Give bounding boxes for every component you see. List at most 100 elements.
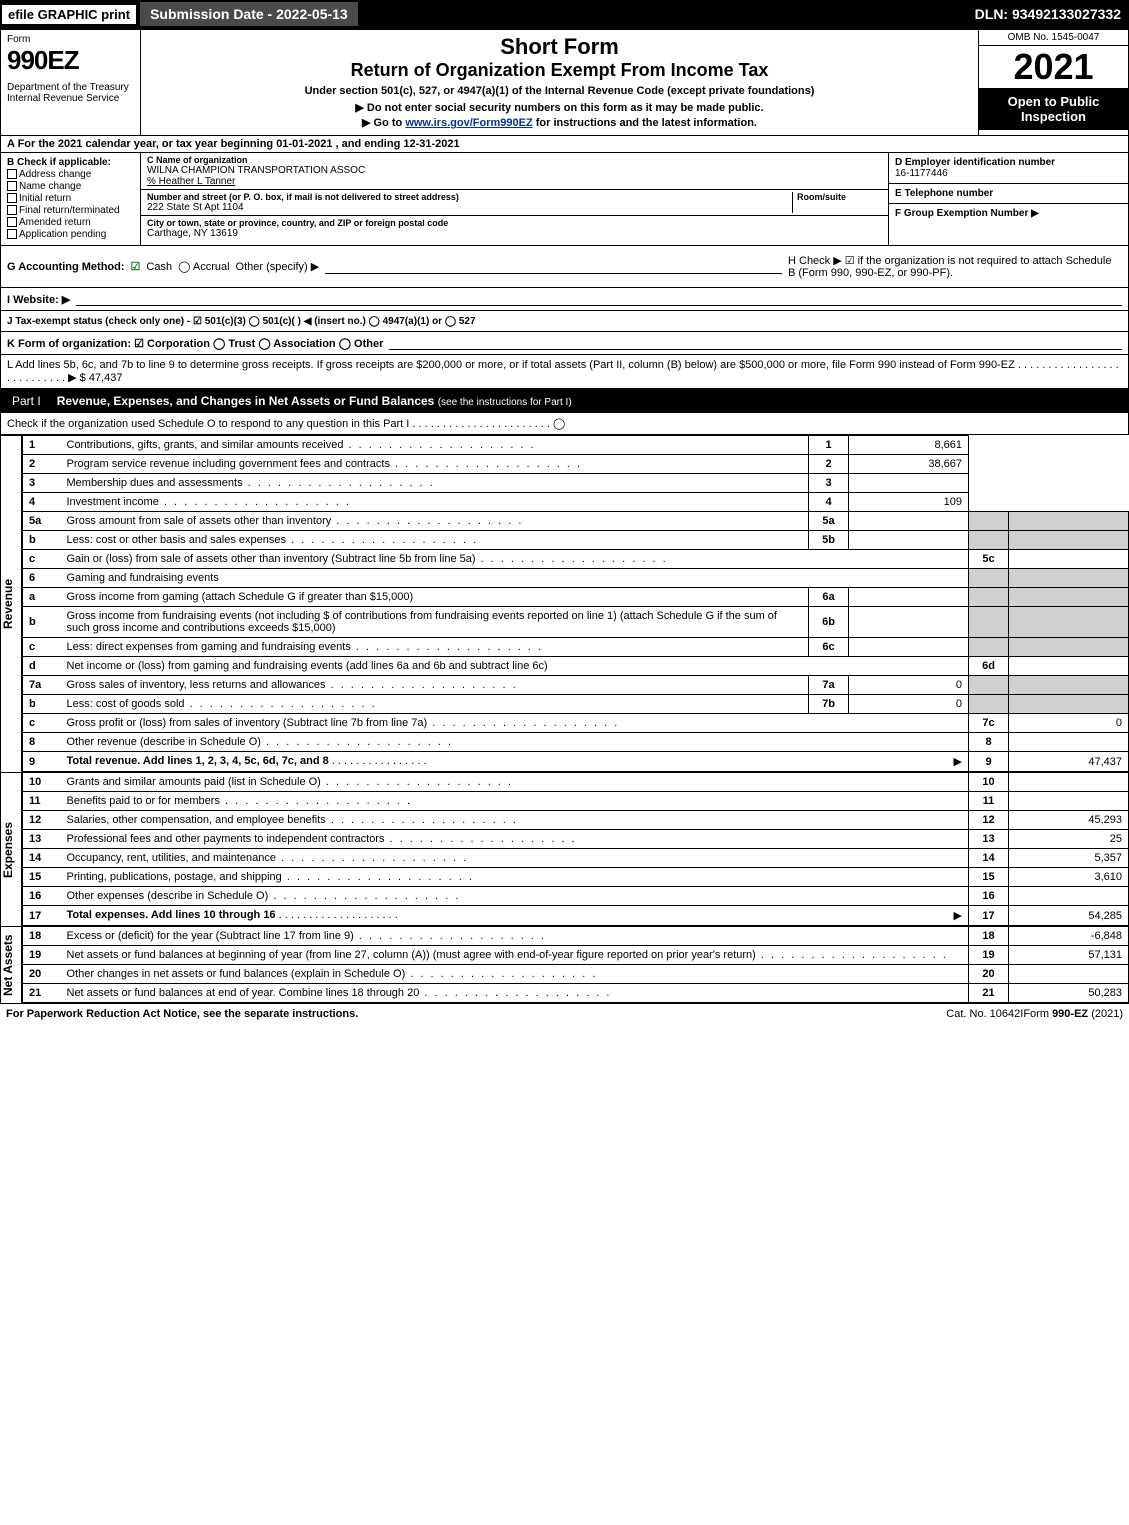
line-15: 15Printing, publications, postage, and s… (23, 868, 1129, 887)
expenses-side-label: Expenses (0, 772, 22, 926)
line-13: 13Professional fees and other payments t… (23, 830, 1129, 849)
city: Carthage, NY 13619 (147, 228, 882, 239)
line-7b: bLess: cost of goods sold7b0 (23, 695, 1129, 714)
line-7a: 7aGross sales of inventory, less returns… (23, 676, 1129, 695)
row-h: H Check ▶ ☑ if the organization is not r… (782, 250, 1122, 283)
arrow-icon: ▶ (954, 755, 962, 768)
line-5b: bLess: cost or other basis and sales exp… (23, 531, 1129, 550)
line-12: 12Salaries, other compensation, and empl… (23, 811, 1129, 830)
row-i: I Website: ▶ (0, 288, 1129, 311)
tel-label: E Telephone number (895, 188, 1122, 199)
org-name: WILNA CHAMPION TRANSPORTATION ASSOC (147, 165, 882, 176)
i-label: I Website: ▶ (7, 293, 70, 306)
line-14: 14Occupancy, rent, utilities, and mainte… (23, 849, 1129, 868)
subtitle-ssn: ▶ Do not enter social security numbers o… (147, 101, 972, 114)
irs-link[interactable]: www.irs.gov/Form990EZ (405, 117, 532, 129)
l-value: 47,437 (89, 372, 123, 384)
title-return: Return of Organization Exempt From Incom… (147, 60, 972, 81)
website-blank[interactable] (76, 292, 1122, 306)
arrow-icon: ▶ (954, 909, 962, 922)
line-6d: dNet income or (loss) from gaming and fu… (23, 657, 1129, 676)
line-9: 9Total revenue. Add lines 1, 2, 3, 4, 5c… (23, 752, 1129, 772)
row-l: L Add lines 5b, 6c, and 7b to line 9 to … (0, 355, 1129, 389)
line-20: 20Other changes in net assets or fund ba… (23, 965, 1129, 984)
l-text: L Add lines 5b, 6c, and 7b to line 9 to … (7, 359, 1119, 384)
revenue-table: 1Contributions, gifts, grants, and simil… (22, 435, 1129, 772)
j-text: J Tax-exempt status (check only one) - ☑… (7, 316, 476, 327)
inspection-badge: Open to Public Inspection (979, 88, 1128, 130)
form-label: Form (7, 34, 134, 45)
line-17: 17Total expenses. Add lines 10 through 1… (23, 906, 1129, 926)
header-mid: Short Form Return of Organization Exempt… (141, 30, 978, 135)
street: 222 State St Apt 1104 (147, 202, 792, 213)
subtitle-section: Under section 501(c), 527, or 4947(a)(1)… (147, 85, 972, 97)
line-21: 21Net assets or fund balances at end of … (23, 984, 1129, 1003)
room-label: Room/suite (797, 192, 882, 202)
goto-suffix: for instructions and the latest informat… (533, 117, 757, 129)
k-blank[interactable] (389, 336, 1122, 350)
line-4: 4Investment income4109 (23, 493, 1129, 512)
org-name-row: C Name of organization WILNA CHAMPION TR… (141, 153, 888, 190)
line-1: 1Contributions, gifts, grants, and simil… (23, 436, 1129, 455)
tel-row: E Telephone number (889, 184, 1128, 204)
check-icon: ☑ (131, 260, 141, 273)
netassets-side-label: Net Assets (0, 926, 22, 1003)
chk-initial[interactable]: Initial return (7, 193, 134, 204)
department: Department of the Treasury Internal Reve… (7, 82, 134, 104)
form-header: Form 990EZ Department of the Treasury In… (0, 28, 1129, 136)
chk-name[interactable]: Name change (7, 181, 134, 192)
line-7c: cGross profit or (loss) from sales of in… (23, 714, 1129, 733)
org-name-label: C Name of organization (147, 155, 882, 165)
revenue-side-label: Revenue (0, 435, 22, 772)
line-8: 8Other revenue (describe in Schedule O)8 (23, 733, 1129, 752)
netassets-table: 18Excess or (deficit) for the year (Subt… (22, 926, 1129, 1003)
line-16: 16Other expenses (describe in Schedule O… (23, 887, 1129, 906)
chk-pending[interactable]: Application pending (7, 229, 134, 240)
k-text: K Form of organization: ☑ Corporation ◯ … (7, 337, 383, 350)
footer-left: For Paperwork Reduction Act Notice, see … (6, 1008, 946, 1020)
footer-right: Form 990-EZ (2021) (1023, 1008, 1123, 1020)
ein-row: D Employer identification number 16-1177… (889, 153, 1128, 184)
row-k: K Form of organization: ☑ Corporation ◯ … (0, 332, 1129, 355)
chk-address[interactable]: Address change (7, 169, 134, 180)
footer: For Paperwork Reduction Act Notice, see … (0, 1003, 1129, 1024)
part1-sub: (see the instructions for Part I) (438, 397, 572, 408)
top-bar: efile GRAPHIC print Submission Date - 20… (0, 0, 1129, 28)
efile-label[interactable]: efile GRAPHIC print (0, 3, 138, 26)
part1-title: Revenue, Expenses, and Changes in Net As… (57, 394, 1123, 408)
part1-tag: Part I (6, 392, 47, 410)
g-other: Other (specify) ▶ (236, 260, 320, 273)
line-10: 10Grants and similar amounts paid (list … (23, 773, 1129, 792)
header-right: OMB No. 1545-0047 2021 Open to Public In… (978, 30, 1128, 135)
section-def: D Employer identification number 16-1177… (888, 153, 1128, 245)
line-2: 2Program service revenue including gover… (23, 455, 1129, 474)
city-row: City or town, state or province, country… (141, 216, 888, 241)
g-other-blank[interactable] (325, 260, 782, 274)
line-18: 18Excess or (deficit) for the year (Subt… (23, 927, 1129, 946)
omb-number: OMB No. 1545-0047 (979, 30, 1128, 46)
footer-mid: Cat. No. 10642I (946, 1008, 1023, 1020)
chk-amended[interactable]: Amended return (7, 217, 134, 228)
g-cash: Cash (146, 261, 172, 273)
line-6b: bGross income from fundraising events (n… (23, 607, 1129, 638)
group-label: F Group Exemption Number ▶ (895, 208, 1039, 219)
form-number: 990EZ (7, 45, 134, 76)
part1-checkline: Check if the organization used Schedule … (0, 413, 1129, 435)
line-3: 3Membership dues and assessments3 (23, 474, 1129, 493)
line-5a: 5aGross amount from sale of assets other… (23, 512, 1129, 531)
city-label: City or town, state or province, country… (147, 218, 882, 228)
section-b: B Check if applicable: Address change Na… (1, 153, 141, 245)
line-6c: cLess: direct expenses from gaming and f… (23, 638, 1129, 657)
line-19: 19Net assets or fund balances at beginni… (23, 946, 1129, 965)
expenses-table: 10Grants and similar amounts paid (list … (22, 772, 1129, 926)
subtitle-goto: ▶ Go to www.irs.gov/Form990EZ for instru… (147, 116, 972, 129)
chk-final[interactable]: Final return/terminated (7, 205, 134, 216)
goto-prefix: ▶ Go to (362, 117, 405, 129)
street-label: Number and street (or P. O. box, if mail… (147, 192, 792, 202)
tax-year: 2021 (979, 46, 1128, 88)
care-of: % Heather L Tanner (147, 176, 882, 187)
line-5c: cGain or (loss) from sale of assets othe… (23, 550, 1129, 569)
ein: 16-1177446 (895, 168, 1122, 179)
g-prefix: G Accounting Method: (7, 261, 125, 273)
section-c: C Name of organization WILNA CHAMPION TR… (141, 153, 888, 245)
